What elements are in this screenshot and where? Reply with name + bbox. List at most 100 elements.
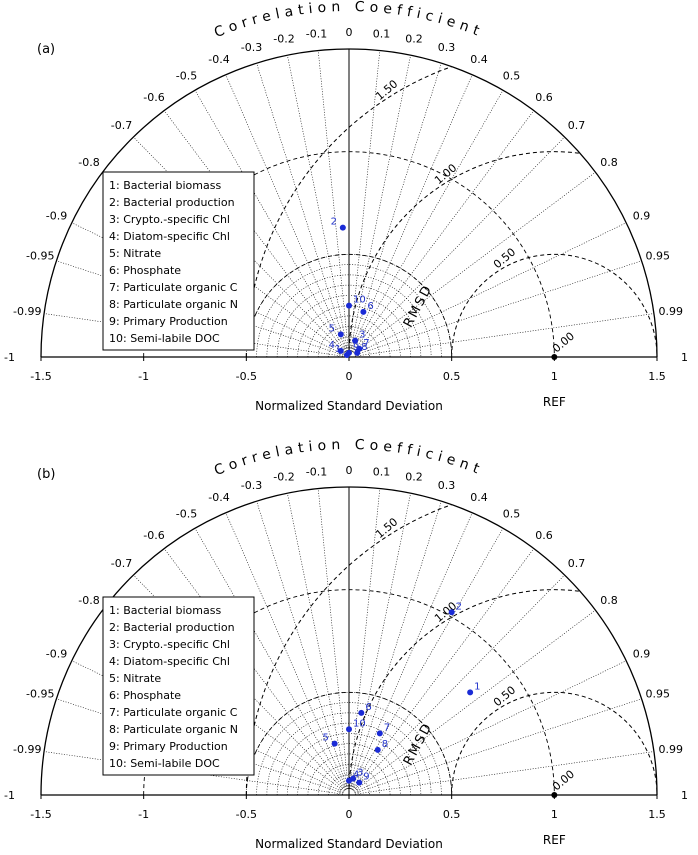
correlation-tick-label: 0 (346, 464, 353, 477)
correlation-tick-label: -0.99 (13, 743, 41, 756)
x-tick-label: 1.5 (648, 370, 666, 383)
x-tick-label: 0.5 (443, 808, 461, 821)
correlation-ray (353, 574, 565, 791)
data-point-5 (337, 331, 344, 338)
rmsd-tick-label: 0.50 (491, 683, 518, 709)
legend-entry: 5: Nitrate (109, 672, 161, 685)
correlation-ray (225, 512, 347, 790)
data-point-label-9: 9 (353, 342, 359, 353)
taylor-diagram-panel-2: -1.5 -1 -0.5 0 0.5 1 1.5 -1 -0.99 -0.95 -0.9 -0.8 -0… (4, 437, 688, 851)
correlation-ray (194, 90, 347, 352)
correlation-ray (163, 548, 346, 791)
data-point-2 (448, 609, 455, 616)
data-point-7 (376, 730, 383, 737)
correlation-tick-label: 1 (681, 351, 688, 364)
correlation-ray (352, 548, 535, 791)
data-point-9 (356, 779, 363, 786)
correlation-ray (349, 493, 411, 790)
legend-entry: 4: Diatom-specific Chl (109, 230, 230, 243)
correlation-ray (354, 698, 642, 794)
x-tick-label: 0 (346, 808, 353, 821)
x-tick-label: 1 (551, 808, 558, 821)
legend-entry: 9: Primary Production (109, 740, 228, 753)
correlation-ray (287, 55, 349, 352)
correlation-ray (317, 50, 349, 351)
correlation-tick-label: -0.8 (78, 156, 99, 169)
x-tick-label: 1 (551, 370, 558, 383)
correlation-tick-label: 0.5 (503, 70, 521, 83)
data-point-label-7: 7 (363, 338, 369, 349)
x-axis-label: Normalized Standard Deviation (255, 837, 443, 850)
correlation-tick-label: -0.95 (26, 250, 54, 263)
rmsd-arc (348, 151, 581, 358)
data-point-3 (352, 337, 359, 344)
correlation-ray (349, 55, 411, 352)
stddev-arc (317, 763, 381, 796)
data-point-label-2: 2 (331, 217, 337, 228)
legend-entry: 6: Phosphate (109, 689, 181, 702)
correlation-tick-label: -0.99 (13, 305, 41, 318)
correlation-tick-label: -1 (4, 351, 15, 364)
x-tick-label: 0.5 (443, 370, 461, 383)
data-point-6 (358, 709, 365, 716)
legend-entry: 3: Crypto.-specific Chl (109, 213, 230, 226)
legend-entry: 2: Bacterial production (109, 621, 235, 634)
correlation-ray (350, 501, 442, 790)
correlation-tick-label: 0.4 (470, 53, 488, 66)
correlation-ray (349, 50, 381, 351)
rmsd-tick-label: 0.00 (550, 768, 577, 794)
ref-label: REF (543, 833, 566, 847)
correlation-tick-label: -0.5 (176, 508, 197, 521)
legend-box (102, 596, 255, 776)
correlation-tick-label: 0.7 (568, 557, 586, 570)
correlation-ray (353, 609, 596, 792)
correlation-tick-label: 0.3 (438, 41, 456, 54)
data-point-4 (346, 777, 352, 784)
correlation-ray (350, 63, 442, 352)
correlation-tick-label: -0.8 (78, 594, 99, 607)
correlation-tick-label: -0.6 (143, 529, 164, 542)
data-point-label-7: 7 (384, 722, 390, 733)
correlation-tick-label: 0.3 (438, 479, 456, 492)
correlation-ray (355, 751, 654, 795)
rmsd-arc (451, 692, 658, 796)
correlation-ray (355, 313, 654, 357)
correlation-tick-label: 0.95 (646, 688, 671, 701)
data-point-8 (354, 349, 361, 356)
correlation-tick-label: 0.9 (633, 647, 651, 660)
correlation-tick-label: -0.95 (26, 688, 54, 701)
x-tick-label: 1.5 (648, 808, 666, 821)
data-point-label-10: 10 (353, 718, 366, 729)
correlation-tick-label: -0.3 (241, 479, 262, 492)
data-point-label-4: 4 (353, 770, 359, 781)
panel-label: (b) (37, 467, 55, 482)
correlation-rays (44, 487, 654, 795)
panel-label: (a) (37, 42, 55, 57)
correlation-tick-label: 0.99 (659, 743, 684, 756)
correlation-tick-label: -0.5 (176, 70, 197, 83)
correlation-tick-label: -0.2 (273, 33, 294, 46)
correlation-tick-label: -0.1 (306, 466, 327, 479)
correlation-tick-label: -0.4 (208, 53, 229, 66)
correlation-tick-label: -0.7 (111, 119, 132, 132)
data-point-5 (331, 740, 338, 747)
x-tick-label: -1.5 (30, 808, 51, 821)
correlation-ray (351, 90, 504, 352)
correlation-tick-label: 1 (681, 789, 688, 802)
correlation-ray (351, 512, 473, 790)
data-point-label-9: 9 (363, 772, 369, 783)
legend-entry: 10: Semi-labile DOC (109, 332, 220, 345)
correlation-ray (256, 63, 348, 352)
correlation-tick-label: 0.1 (373, 28, 391, 41)
rmsd-arc (451, 254, 658, 358)
x-tick-label: -0.5 (236, 808, 257, 821)
rmsd-tick-label: 1.50 (373, 515, 400, 541)
correlation-tick-label: -0.2 (273, 471, 294, 484)
rmsd-tick-label: 1.00 (432, 161, 459, 187)
data-point-label-1: 1 (474, 681, 480, 692)
rmsd-arc (348, 589, 581, 796)
x-tick-label: -1.5 (30, 370, 51, 383)
legend-entry: 10: Semi-labile DOC (109, 757, 220, 770)
